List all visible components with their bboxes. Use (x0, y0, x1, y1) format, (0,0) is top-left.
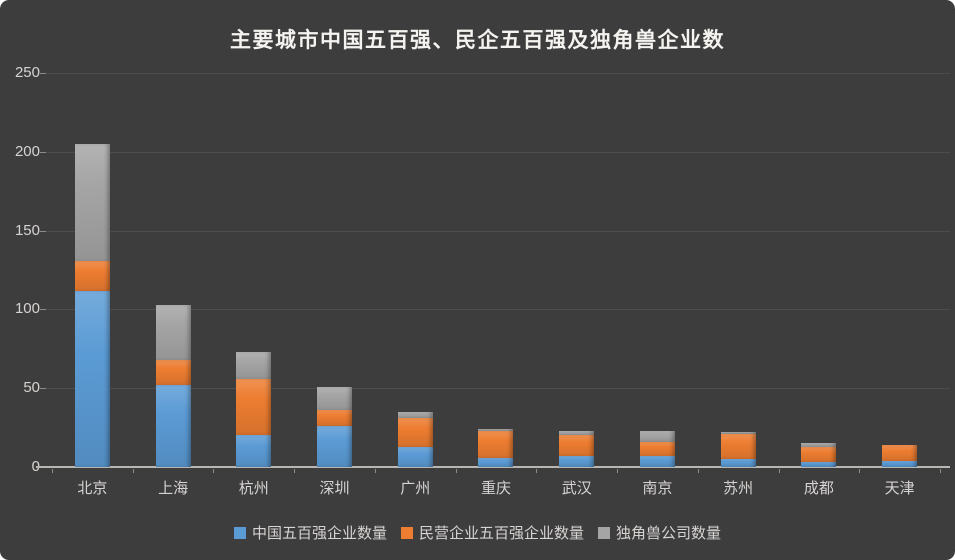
x-axis-label: 上海 (158, 480, 189, 497)
legend-item: 独角兽公司数量 (598, 522, 721, 543)
gridline (46, 230, 950, 232)
x-axis-tick (132, 469, 134, 473)
bar-segment (317, 410, 353, 427)
x-axis-tick (778, 469, 780, 473)
bar-segment (236, 351, 272, 379)
x-axis-line (36, 466, 950, 468)
x-axis-tick (52, 469, 53, 473)
legend-item: 民营企业五百强企业数量 (400, 522, 584, 543)
bar-segment (155, 385, 191, 467)
x-axis-label: 广州 (400, 480, 431, 497)
bar-segment (74, 290, 110, 467)
x-axis-label: 重庆 (480, 480, 511, 497)
x-axis-tick (859, 469, 861, 473)
bar-group-天津 (859, 444, 940, 467)
bar-segment (720, 459, 756, 467)
bar-segment (801, 462, 837, 467)
bar-group-武汉 (536, 430, 617, 467)
gridline (46, 388, 950, 390)
legend-item: 中国五百强企业数量 (233, 522, 387, 543)
y-axis-tick-label: 50 (23, 379, 40, 397)
legend-swatch (400, 526, 413, 539)
bar-segment (155, 359, 191, 386)
y-axis-tick-label: 0 (0, 457, 40, 477)
bar-segment (317, 386, 353, 411)
x-axis-tick (536, 469, 538, 473)
gridline (46, 309, 950, 311)
gridline (46, 151, 950, 153)
y-axis-tick-label: 150 (14, 221, 40, 239)
bar-segment (478, 457, 514, 467)
x-axis-tick (213, 469, 215, 473)
x-axis-label: 苏州 (723, 480, 754, 497)
y-axis-tick (40, 309, 46, 311)
x-axis-tick (697, 469, 699, 473)
bar-segment (639, 455, 675, 467)
bar-group-上海 (133, 304, 214, 467)
bar-segment (801, 446, 837, 463)
x-axis-label: 北京 (77, 480, 108, 497)
legend-label: 民营企业五百强企业数量 (418, 525, 584, 542)
x-axis-label: 成都 (803, 480, 834, 497)
bar-segment (882, 444, 918, 461)
bar-segment (74, 143, 110, 261)
legend-swatch (233, 526, 246, 539)
bar-segment (720, 432, 756, 434)
y-axis-tick-label: 250 (14, 64, 40, 81)
x-axis-label: 深圳 (319, 480, 350, 497)
bar-segment (397, 446, 433, 467)
y-axis-tick (40, 151, 46, 153)
x-axis-label: 南京 (642, 480, 673, 497)
bar-segment (882, 460, 918, 467)
bar-segment (639, 430, 675, 442)
bar-group-杭州 (213, 351, 294, 467)
bar-group-北京 (52, 143, 133, 467)
x-axis-label: 天津 (884, 480, 915, 497)
x-axis-tick (940, 469, 941, 473)
legend-label: 中国五百强企业数量 (251, 525, 387, 542)
bar-segment (801, 443, 837, 447)
bar-segment (397, 411, 433, 419)
bar-segment (720, 433, 756, 460)
x-axis-tick (617, 469, 619, 473)
bar-segment (559, 435, 595, 456)
x-axis-label: 武汉 (561, 480, 592, 497)
chart-title: 主要城市中国五百强、民企五百强及独角兽企业数 (230, 29, 725, 52)
bar-segment (559, 455, 595, 467)
bar-group-成都 (779, 443, 860, 467)
bar-group-深圳 (294, 386, 375, 467)
gridline (46, 73, 950, 74)
bar-segment (639, 441, 675, 456)
bar-segment (478, 429, 514, 431)
bar-group-广州 (375, 411, 456, 467)
bar-group-南京 (617, 430, 698, 467)
bar-segment (236, 435, 272, 467)
y-axis-tick (40, 73, 46, 74)
bar-segment (317, 426, 353, 467)
legend: 中国五百强企业数量 民营企业五百强企业数量 独角兽公司数量 (0, 522, 955, 543)
x-axis-tick (455, 469, 457, 473)
legend-label: 独角兽公司数量 (616, 525, 722, 542)
y-axis-tick-label: 200 (14, 142, 40, 160)
bar-segment (74, 260, 110, 291)
bar-segment (397, 418, 433, 447)
y-axis-tick-label: 100 (14, 300, 40, 318)
bar-group-重庆 (456, 429, 537, 467)
bar-segment (478, 430, 514, 458)
bar-segment (155, 304, 191, 360)
y-axis-tick (40, 388, 46, 390)
x-axis-tick (294, 469, 296, 473)
y-axis-tick (40, 230, 46, 232)
x-axis-tick (374, 469, 376, 473)
bar-segment (559, 430, 595, 436)
legend-swatch (598, 526, 610, 539)
bar-segment (236, 378, 272, 436)
x-axis-label: 杭州 (238, 480, 269, 497)
bar-group-苏州 (698, 432, 779, 467)
